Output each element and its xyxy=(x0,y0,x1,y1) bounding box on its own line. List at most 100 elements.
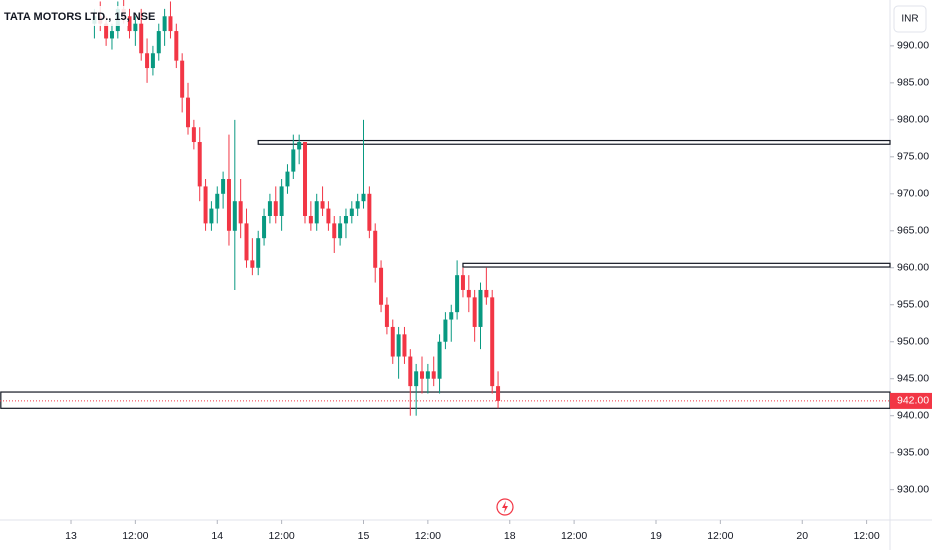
candle-body xyxy=(180,60,185,98)
x-tick-label: 12:00 xyxy=(853,530,879,542)
candle-body xyxy=(460,275,465,290)
candle-body xyxy=(308,215,313,224)
candle-body xyxy=(139,23,144,54)
title-bg xyxy=(0,6,128,26)
candle-body xyxy=(384,304,389,327)
candle-body xyxy=(478,289,483,327)
candle-body xyxy=(420,371,425,379)
x-tick-label: 12:00 xyxy=(561,530,587,542)
candle-body xyxy=(484,289,489,298)
candle-body xyxy=(431,371,436,379)
y-tick-label: 965.00 xyxy=(897,225,929,237)
candle-body xyxy=(396,334,401,357)
candle-body xyxy=(174,31,179,61)
y-tick-label: 955.00 xyxy=(897,299,929,311)
candle-body xyxy=(215,193,220,209)
candle-body xyxy=(226,179,231,231)
candle-body xyxy=(361,193,366,202)
candle-body xyxy=(273,201,278,216)
level-band xyxy=(257,139,891,145)
event-icon[interactable] xyxy=(496,498,514,516)
y-tick-label: 975.00 xyxy=(897,151,929,163)
candle-body xyxy=(256,238,261,268)
candle-body xyxy=(449,312,454,320)
candle-body xyxy=(390,326,395,357)
y-tick-label: 960.00 xyxy=(897,262,929,274)
y-tick-label: 970.00 xyxy=(897,188,929,200)
candle-body xyxy=(472,297,477,327)
candle-body xyxy=(232,201,237,231)
candle-body xyxy=(466,289,471,298)
candle-body xyxy=(109,31,114,39)
x-tick-label: 12:00 xyxy=(707,530,733,542)
candle-body xyxy=(367,193,372,231)
candle-body xyxy=(145,53,150,69)
candle-body xyxy=(314,201,319,224)
chart-title: TATA MOTORS LTD., 15, NSE xyxy=(4,11,155,23)
candle-body xyxy=(343,215,348,224)
candle-body xyxy=(244,223,249,261)
y-tick-label: 950.00 xyxy=(897,336,929,348)
last-price-tag xyxy=(890,392,932,409)
x-tick-label: 13 xyxy=(65,530,77,542)
candle-body xyxy=(490,297,495,387)
candle-body xyxy=(238,201,243,224)
candle-body xyxy=(338,223,343,239)
x-tick-label: 12:00 xyxy=(122,530,148,542)
candle-body xyxy=(197,142,202,187)
candle-body xyxy=(104,23,109,39)
candle-body xyxy=(168,16,173,32)
candle-body xyxy=(443,319,448,342)
currency-label[interactable]: INR xyxy=(901,14,918,25)
candle-body xyxy=(262,215,267,239)
candle-body xyxy=(326,208,331,224)
candle-body xyxy=(209,208,214,224)
candle-body xyxy=(250,260,255,268)
candle-body xyxy=(127,16,132,32)
x-tick-label: 19 xyxy=(650,530,662,542)
candle-body xyxy=(203,186,208,224)
candle-body xyxy=(425,371,430,379)
candle-body xyxy=(162,16,167,32)
candle-body xyxy=(133,23,138,32)
y-tick-label: 940.00 xyxy=(897,409,929,421)
last-price-label: 942.00 xyxy=(897,395,929,407)
candle-body xyxy=(285,171,290,187)
candle-body xyxy=(267,201,272,216)
candle-body xyxy=(150,53,155,69)
candle-body xyxy=(320,201,325,209)
y-tick-label: 945.00 xyxy=(897,373,929,385)
y-tick-label: 985.00 xyxy=(897,77,929,89)
candle-body xyxy=(186,97,191,128)
candle-body xyxy=(373,230,378,268)
x-tick-label: 12:00 xyxy=(268,530,294,542)
candle-body xyxy=(156,31,161,54)
candle-body xyxy=(379,267,384,305)
y-tick-label: 990.00 xyxy=(897,40,929,52)
candle-body xyxy=(408,356,413,387)
candle-body xyxy=(221,179,226,194)
candle-body xyxy=(455,275,460,313)
candle-body xyxy=(332,223,337,239)
y-tick-label: 980.00 xyxy=(897,114,929,126)
x-tick-label: 14 xyxy=(211,530,223,542)
candle-body xyxy=(191,127,196,143)
candle-body xyxy=(279,186,284,216)
candle-body xyxy=(297,142,302,150)
candle-body xyxy=(437,341,442,379)
x-tick-label: 15 xyxy=(358,530,370,542)
x-tick-label: 20 xyxy=(796,530,808,542)
candle-body xyxy=(402,334,407,357)
candle-body xyxy=(355,201,360,209)
currency-button[interactable] xyxy=(893,5,927,33)
level-band xyxy=(462,262,891,268)
candle-body xyxy=(496,386,501,401)
event-bolt[interactable] xyxy=(502,501,508,513)
candle-body xyxy=(349,208,354,216)
y-tick-label: 930.00 xyxy=(897,483,929,495)
candle-body xyxy=(414,371,419,387)
candle-body xyxy=(303,142,308,216)
x-tick-label: 12:00 xyxy=(415,530,441,542)
